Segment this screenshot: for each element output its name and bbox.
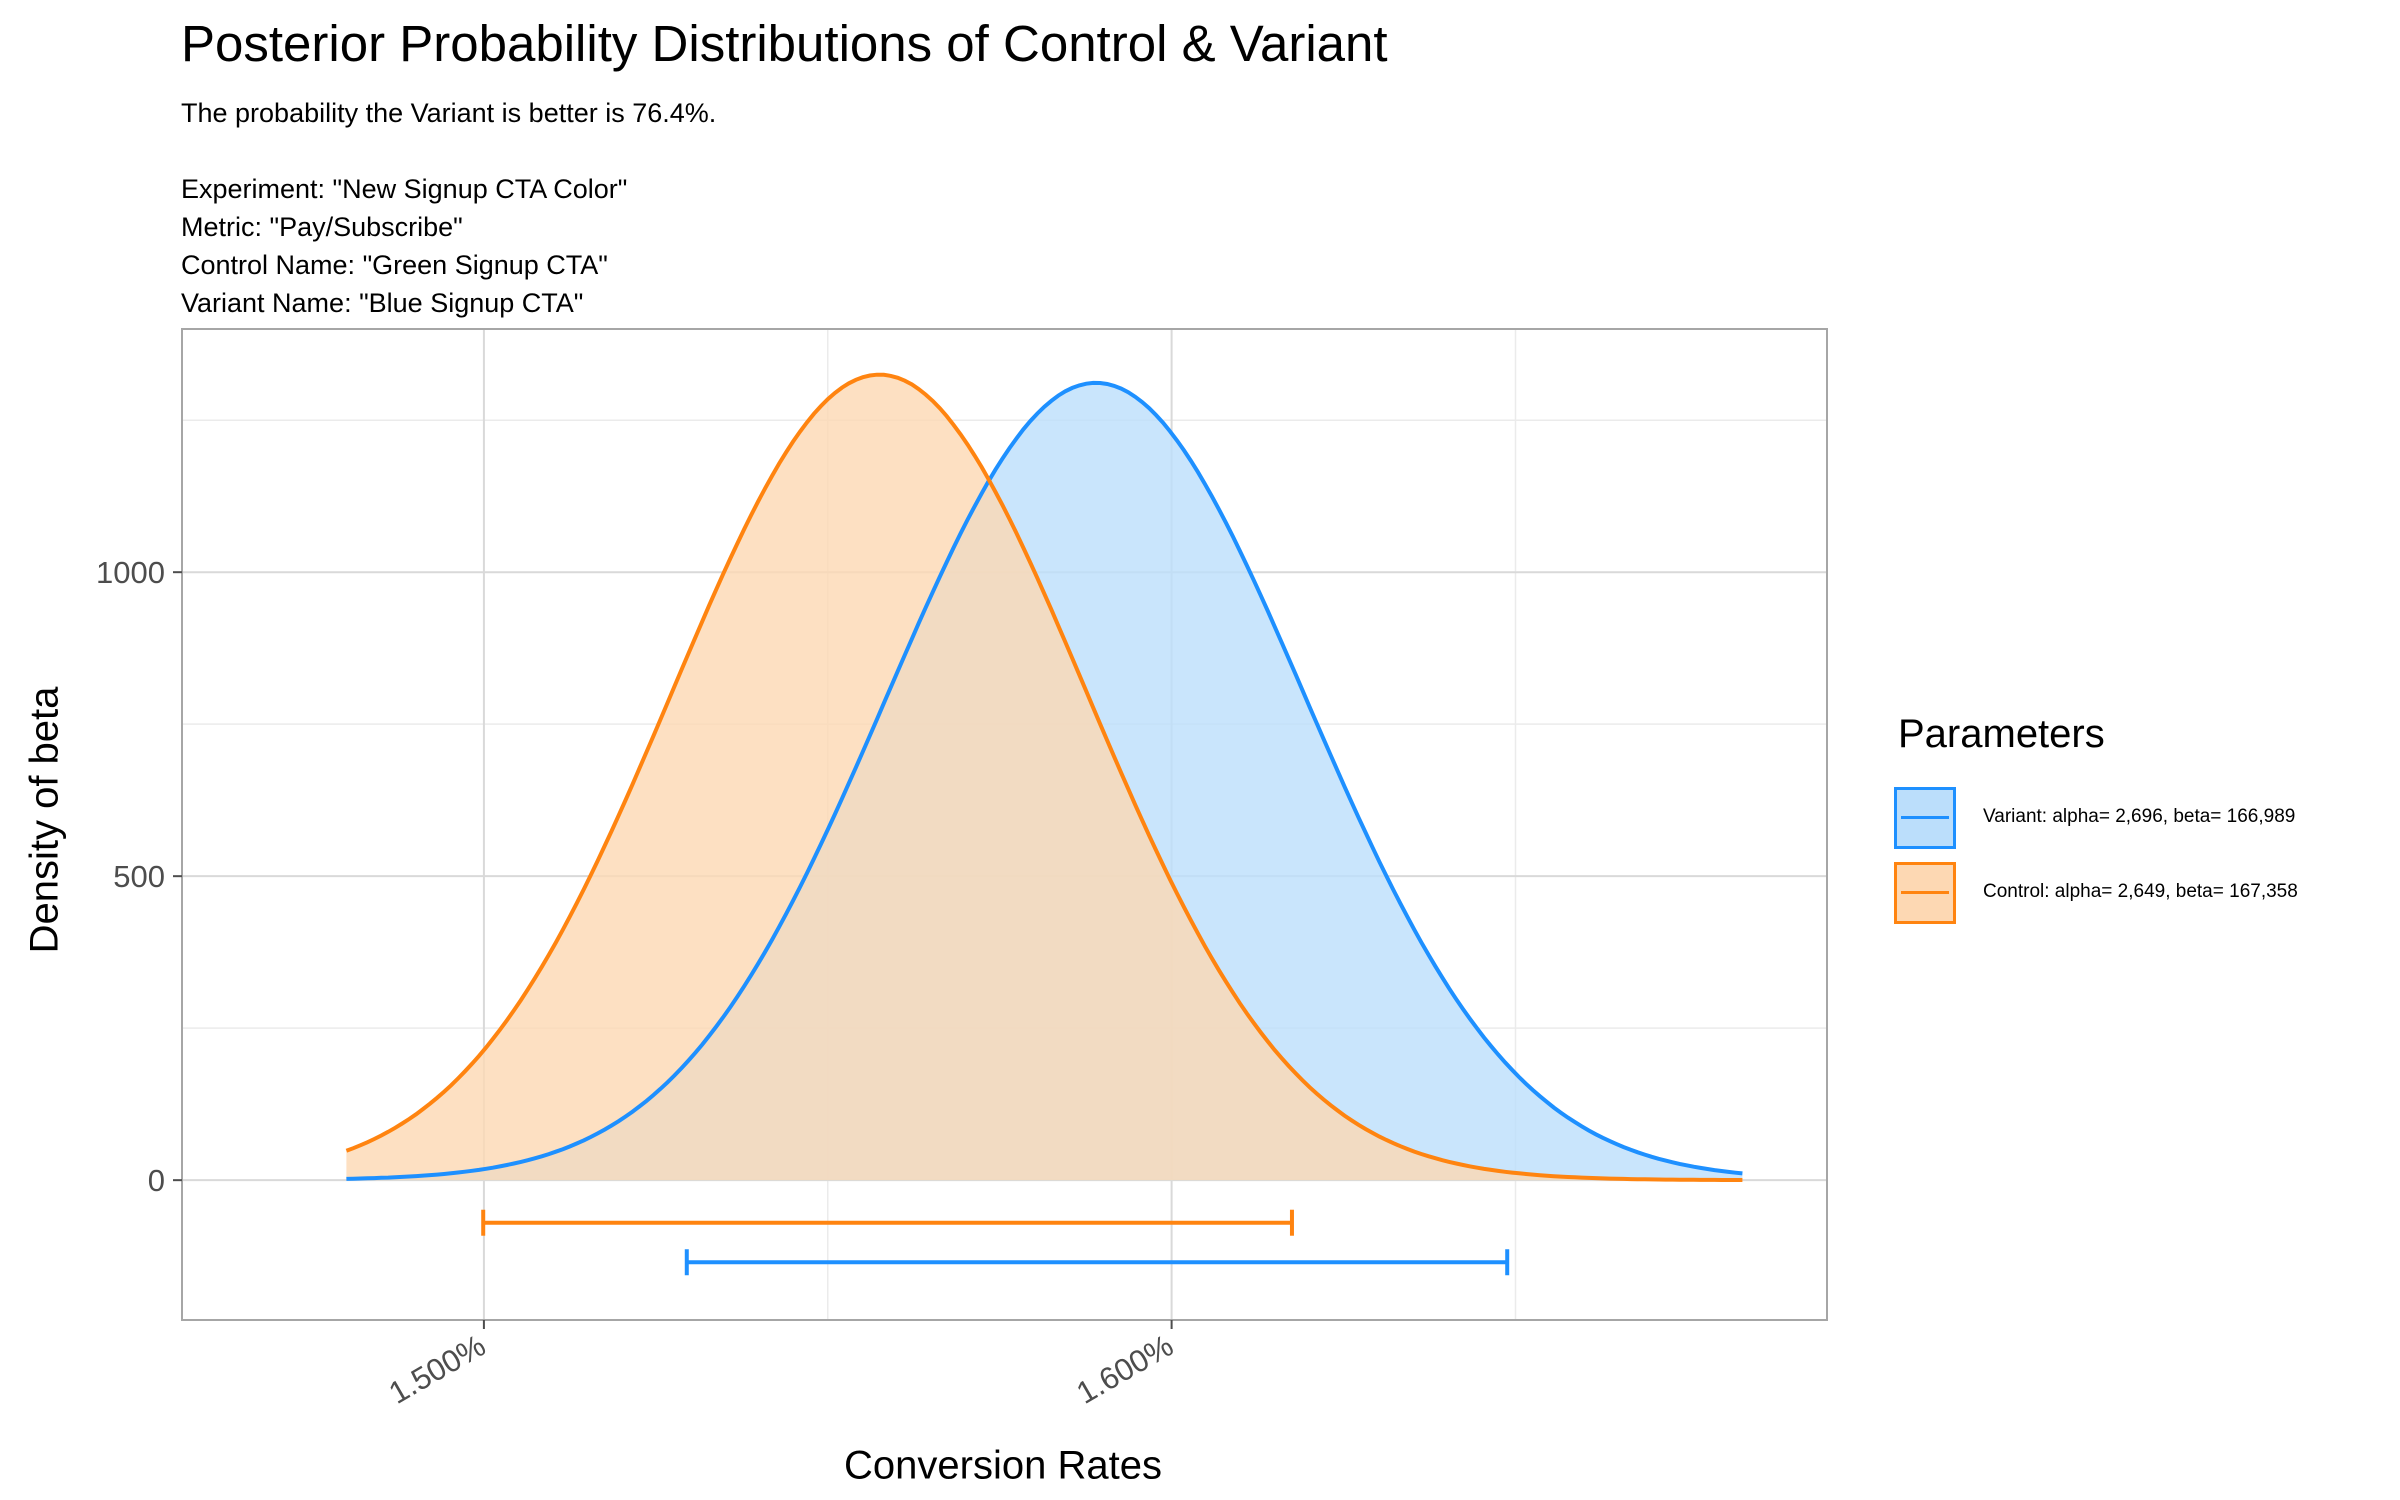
- y-tick-label: 500: [113, 859, 165, 894]
- variant-density-line: [346, 380, 1743, 1181]
- x-axis-label: Conversion Rates: [844, 1443, 1162, 1488]
- subtitle-line: Metric: "Pay/Subscribe": [181, 212, 463, 242]
- subtitle-line: Experiment: "New Signup CTA Color": [181, 174, 628, 204]
- subtitle-line: The probability the Variant is better is…: [181, 98, 717, 128]
- y-tick-label: 1000: [96, 555, 165, 590]
- y-axis-label: Density of beta: [22, 686, 67, 954]
- legend-title: Parameters: [1898, 712, 2105, 756]
- subtitle-line: Variant Name: "Blue Signup CTA": [181, 288, 584, 318]
- x-tick-label: 1.600%: [1071, 1328, 1180, 1411]
- x-tick-label: 1.500%: [383, 1328, 492, 1411]
- control-density-line: [345, 372, 1743, 1182]
- control-density-area: [346, 374, 1743, 1181]
- chart-title: Posterior Probability Distributions of C…: [181, 15, 1388, 72]
- plot-border: [181, 328, 1828, 1321]
- subtitle-line: Control Name: "Green Signup CTA": [181, 250, 608, 280]
- chart-subtitle: The probability the Variant is better is…: [181, 94, 716, 322]
- legend-key-control: [1894, 862, 1956, 924]
- legend-key-variant: [1894, 787, 1956, 849]
- legend-label-control: Control: alpha= 2,649, beta= 167,358: [1983, 881, 2298, 902]
- legend-label-variant: Variant: alpha= 2,696, beta= 166,989: [1983, 806, 2296, 827]
- y-tick-label: 0: [148, 1163, 165, 1198]
